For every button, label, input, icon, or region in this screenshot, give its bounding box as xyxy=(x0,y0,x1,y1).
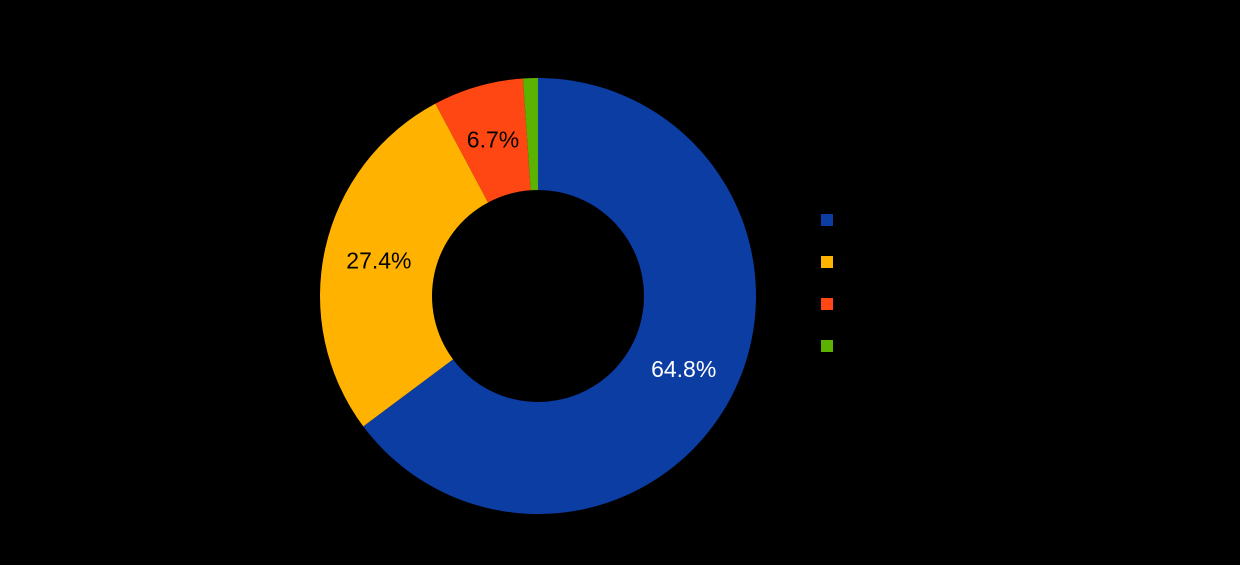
legend-swatch-icon xyxy=(821,340,833,352)
pie-slice-0[interactable] xyxy=(363,78,757,514)
legend-swatch-icon xyxy=(821,298,833,310)
donut-slices: 64.8% 27.4% 6.7% xyxy=(320,78,757,514)
legend-swatch-icon xyxy=(821,256,833,268)
legend-swatch-icon xyxy=(821,214,833,226)
slice-percentage-label-0: 64.8% xyxy=(651,356,716,382)
legend-item-1[interactable] xyxy=(821,256,841,268)
legend-item-3[interactable] xyxy=(821,340,841,352)
pie-slice-1[interactable] xyxy=(320,103,489,427)
legend-item-2[interactable] xyxy=(821,298,841,310)
slice-percentage-label-2: 6.7% xyxy=(467,126,519,152)
slice-percentage-label-1: 27.4% xyxy=(346,247,411,273)
pie-slice-3[interactable] xyxy=(522,78,538,191)
pie-slice-2[interactable] xyxy=(435,78,531,203)
legend-item-0[interactable] xyxy=(821,214,841,226)
legend xyxy=(821,214,841,352)
